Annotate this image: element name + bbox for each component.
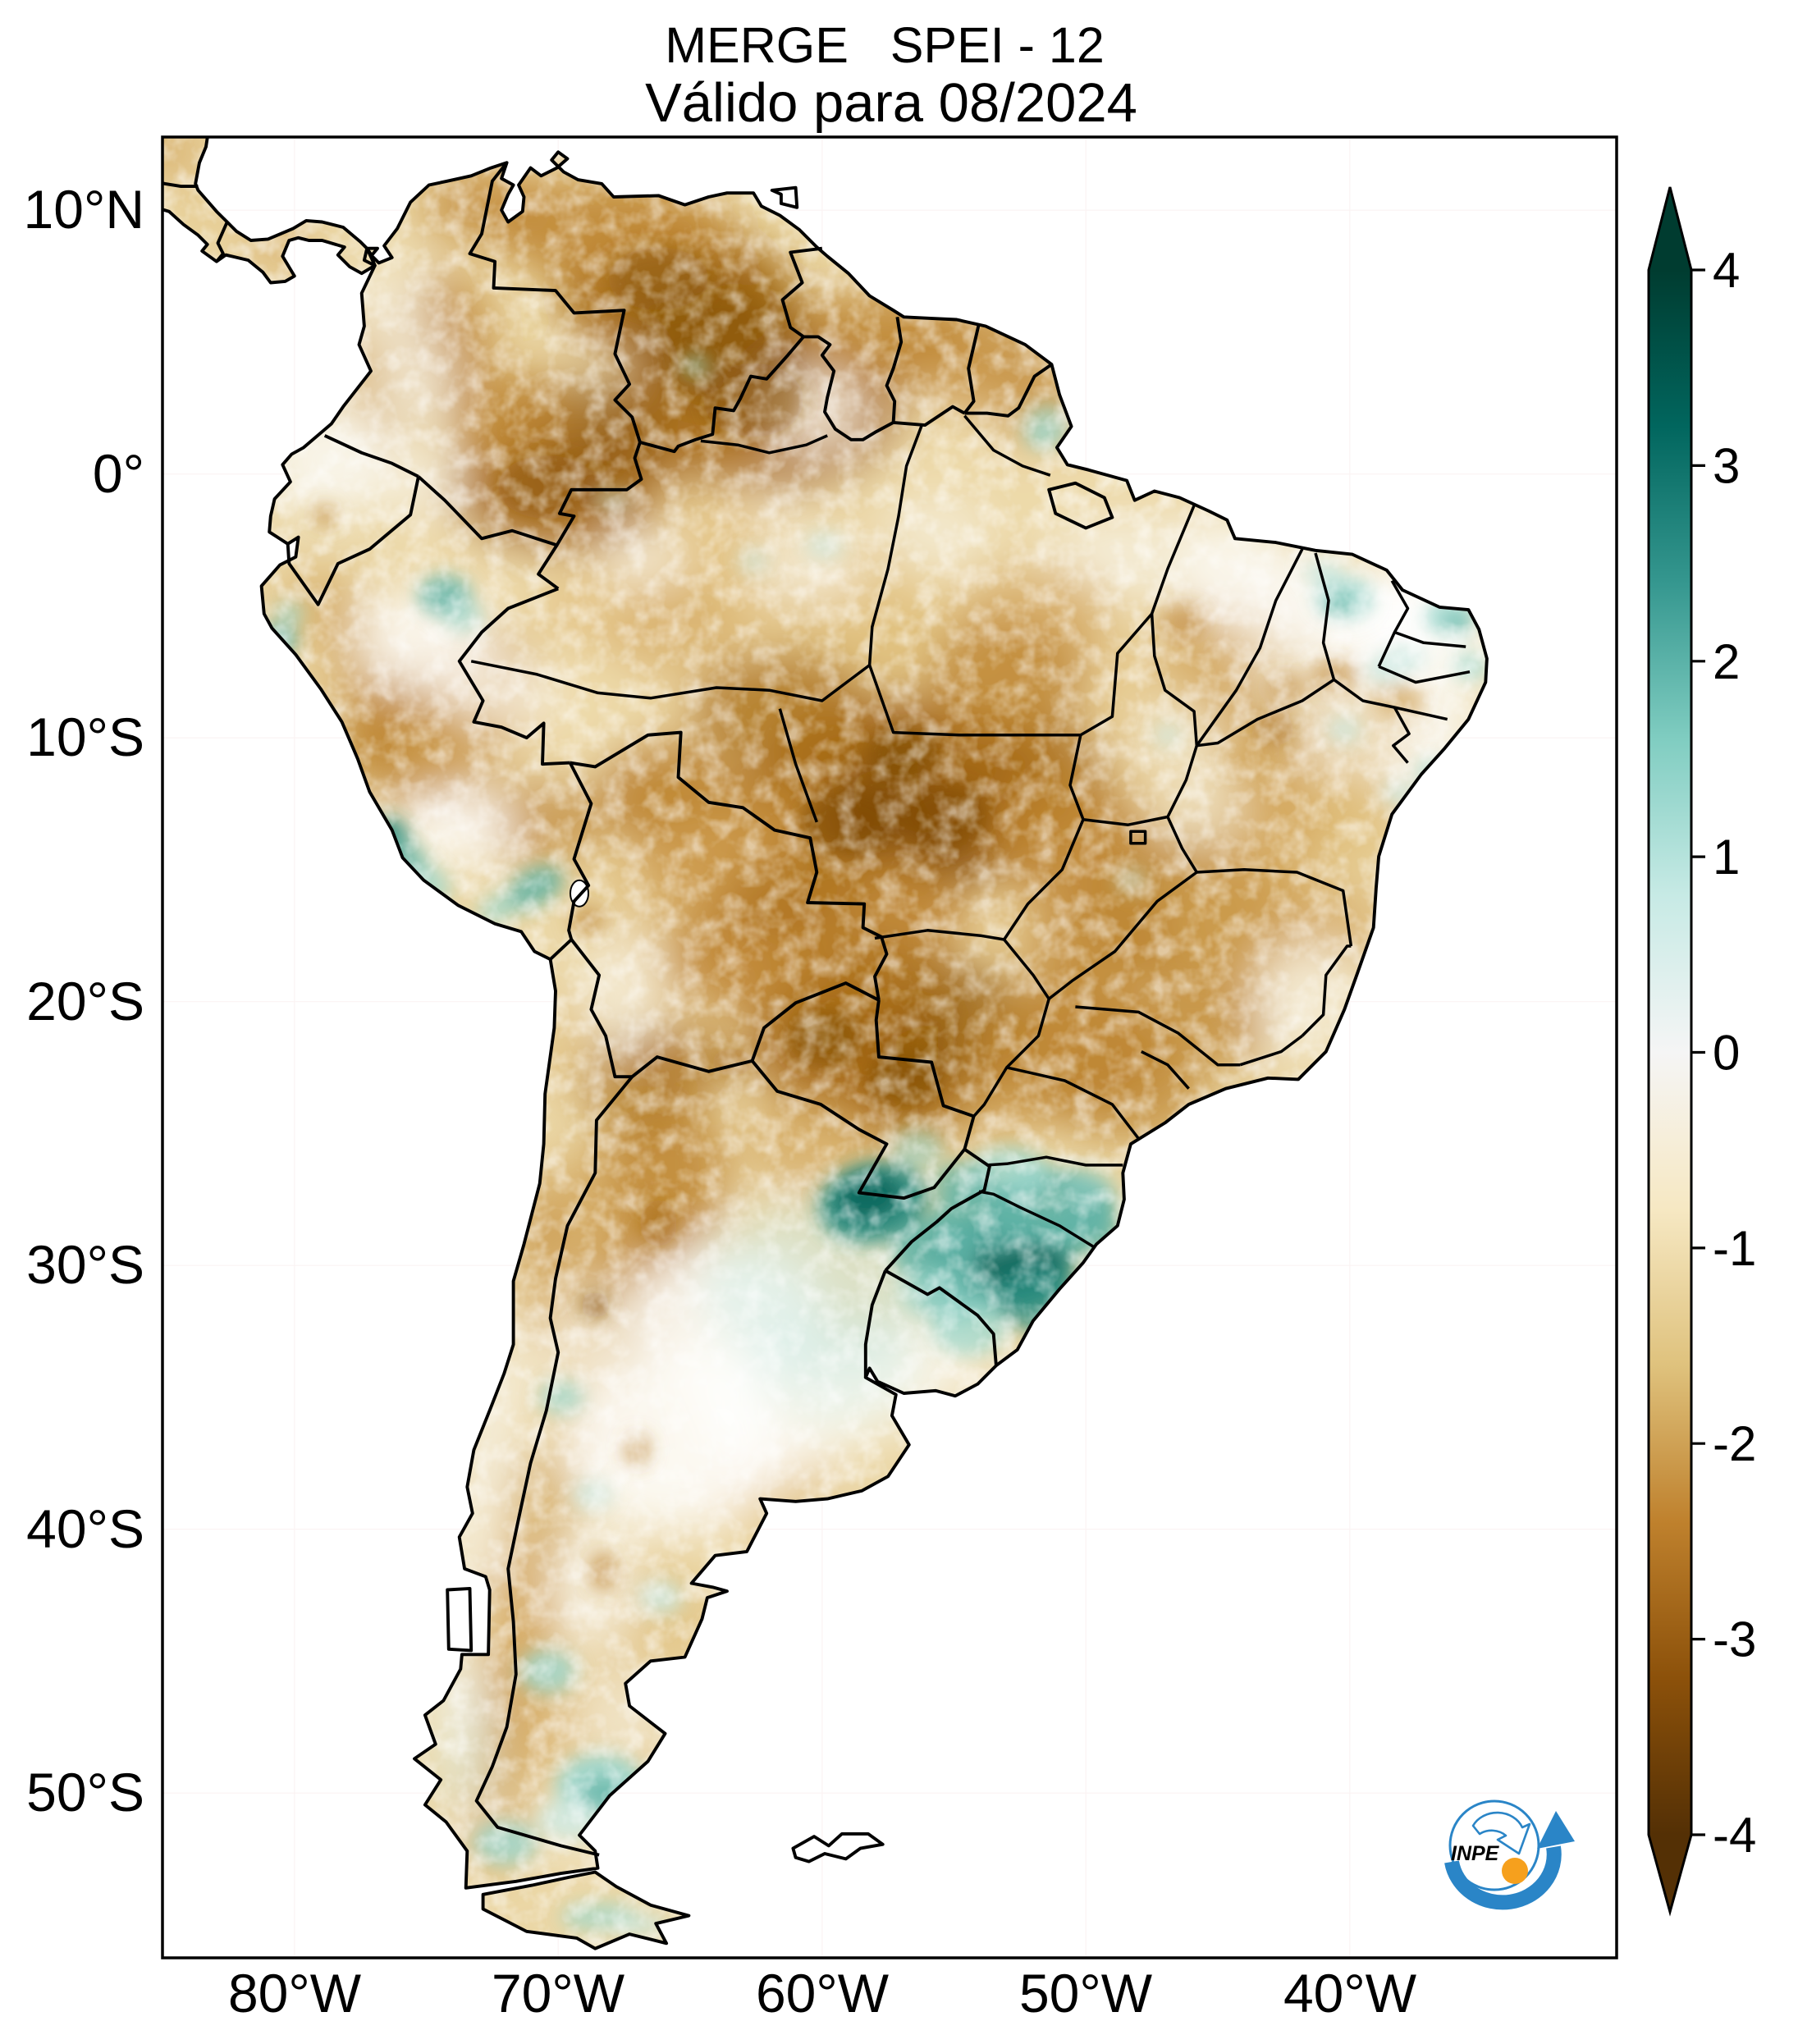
svg-text:10°N: 10°N xyxy=(24,179,144,240)
svg-text:50°W: 50°W xyxy=(1019,1963,1153,2023)
svg-text:1: 1 xyxy=(1713,830,1740,885)
svg-text:40°S: 40°S xyxy=(26,1498,144,1559)
svg-text:-4: -4 xyxy=(1713,1808,1756,1863)
svg-text:60°W: 60°W xyxy=(756,1963,890,2023)
svg-text:0°: 0° xyxy=(93,443,144,504)
svg-text:-2: -2 xyxy=(1713,1416,1756,1471)
svg-text:MERGE SPEI - 12: MERGE SPEI - 12 xyxy=(665,17,1105,73)
svg-text:80°W: 80°W xyxy=(228,1963,362,2023)
svg-text:10°S: 10°S xyxy=(26,706,144,767)
svg-text:20°S: 20°S xyxy=(26,971,144,1031)
svg-text:-1: -1 xyxy=(1713,1221,1756,1276)
svg-text:4: 4 xyxy=(1713,243,1740,298)
svg-text:40°W: 40°W xyxy=(1283,1963,1417,2023)
svg-text:-3: -3 xyxy=(1713,1612,1756,1667)
svg-text:50°S: 50°S xyxy=(26,1762,144,1822)
svg-text:0: 0 xyxy=(1713,1026,1740,1081)
svg-text:3: 3 xyxy=(1713,438,1740,493)
svg-text:2: 2 xyxy=(1713,634,1740,689)
svg-text:70°W: 70°W xyxy=(492,1963,625,2023)
svg-text:30°S: 30°S xyxy=(26,1234,144,1295)
svg-text:Válido para 08/2024: Válido para 08/2024 xyxy=(645,72,1137,134)
svg-text:INPE: INPE xyxy=(1451,1842,1500,1865)
